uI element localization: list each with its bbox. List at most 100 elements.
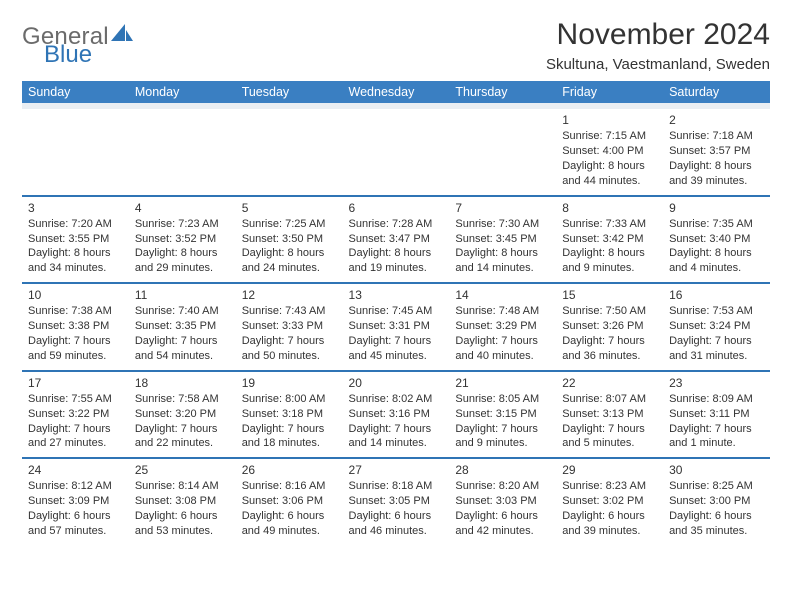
header: General Blue November 2024 Skultuna, Vae… — [22, 18, 770, 73]
day-day2: and 35 minutes. — [669, 524, 764, 539]
day-number: 14 — [455, 287, 550, 303]
calendar-cell: 13Sunrise: 7:45 AMSunset: 3:31 PMDayligh… — [343, 283, 450, 371]
calendar-cell: 15Sunrise: 7:50 AMSunset: 3:26 PMDayligh… — [556, 283, 663, 371]
calendar-cell: 8Sunrise: 7:33 AMSunset: 3:42 PMDaylight… — [556, 196, 663, 284]
calendar-cell: 18Sunrise: 7:58 AMSunset: 3:20 PMDayligh… — [129, 371, 236, 459]
day-sunrise: Sunrise: 7:25 AM — [242, 217, 337, 232]
day-number: 9 — [669, 200, 764, 216]
day-day1: Daylight: 8 hours — [669, 159, 764, 174]
day-day2: and 59 minutes. — [28, 349, 123, 364]
day-number: 28 — [455, 462, 550, 478]
calendar-cell: 17Sunrise: 7:55 AMSunset: 3:22 PMDayligh… — [22, 371, 129, 459]
day-day2: and 49 minutes. — [242, 524, 337, 539]
calendar-cell: 20Sunrise: 8:02 AMSunset: 3:16 PMDayligh… — [343, 371, 450, 459]
day-sunset: Sunset: 3:02 PM — [562, 494, 657, 509]
dayheader-fri: Friday — [556, 81, 663, 106]
calendar-row: 10Sunrise: 7:38 AMSunset: 3:38 PMDayligh… — [22, 283, 770, 371]
day-day2: and 31 minutes. — [669, 349, 764, 364]
day-day2: and 9 minutes. — [455, 436, 550, 451]
calendar-cell: 23Sunrise: 8:09 AMSunset: 3:11 PMDayligh… — [663, 371, 770, 459]
day-sunset: Sunset: 3:31 PM — [349, 319, 444, 334]
day-number: 26 — [242, 462, 337, 478]
day-sunrise: Sunrise: 7:15 AM — [562, 129, 657, 144]
day-number: 25 — [135, 462, 230, 478]
dayheader-sun: Sunday — [22, 81, 129, 106]
day-number: 12 — [242, 287, 337, 303]
dayheader-mon: Monday — [129, 81, 236, 106]
day-number: 4 — [135, 200, 230, 216]
day-day1: Daylight: 6 hours — [28, 509, 123, 524]
day-sunrise: Sunrise: 7:50 AM — [562, 304, 657, 319]
day-number: 17 — [28, 375, 123, 391]
day-sunrise: Sunrise: 7:33 AM — [562, 217, 657, 232]
day-sunset: Sunset: 3:24 PM — [669, 319, 764, 334]
day-day2: and 54 minutes. — [135, 349, 230, 364]
day-day2: and 1 minute. — [669, 436, 764, 451]
day-number: 10 — [28, 287, 123, 303]
day-day2: and 14 minutes. — [455, 261, 550, 276]
day-number: 16 — [669, 287, 764, 303]
calendar-cell: 24Sunrise: 8:12 AMSunset: 3:09 PMDayligh… — [22, 458, 129, 545]
calendar-row: 3Sunrise: 7:20 AMSunset: 3:55 PMDaylight… — [22, 196, 770, 284]
day-number: 15 — [562, 287, 657, 303]
day-sunrise: Sunrise: 8:14 AM — [135, 479, 230, 494]
day-day2: and 50 minutes. — [242, 349, 337, 364]
day-number: 19 — [242, 375, 337, 391]
day-sunset: Sunset: 3:20 PM — [135, 407, 230, 422]
logo-text-blue: Blue — [44, 43, 133, 67]
dayheader-sat: Saturday — [663, 81, 770, 106]
calendar-cell: 21Sunrise: 8:05 AMSunset: 3:15 PMDayligh… — [449, 371, 556, 459]
calendar-cell: 6Sunrise: 7:28 AMSunset: 3:47 PMDaylight… — [343, 196, 450, 284]
day-sunset: Sunset: 3:13 PM — [562, 407, 657, 422]
day-day1: Daylight: 7 hours — [242, 422, 337, 437]
day-sunset: Sunset: 3:06 PM — [242, 494, 337, 509]
day-sunset: Sunset: 3:29 PM — [455, 319, 550, 334]
title-block: November 2024 Skultuna, Vaestmanland, Sw… — [546, 18, 770, 73]
logo: General Blue — [22, 18, 133, 67]
day-sunrise: Sunrise: 8:00 AM — [242, 392, 337, 407]
day-day1: Daylight: 8 hours — [455, 246, 550, 261]
day-sunrise: Sunrise: 7:53 AM — [669, 304, 764, 319]
day-number: 20 — [349, 375, 444, 391]
day-sunset: Sunset: 3:09 PM — [28, 494, 123, 509]
calendar-cell: 14Sunrise: 7:48 AMSunset: 3:29 PMDayligh… — [449, 283, 556, 371]
day-number: 8 — [562, 200, 657, 216]
day-sunrise: Sunrise: 8:09 AM — [669, 392, 764, 407]
day-day1: Daylight: 6 hours — [135, 509, 230, 524]
calendar-head: Sunday Monday Tuesday Wednesday Thursday… — [22, 81, 770, 106]
day-sunrise: Sunrise: 7:30 AM — [455, 217, 550, 232]
calendar-row: 1Sunrise: 7:15 AMSunset: 4:00 PMDaylight… — [22, 106, 770, 196]
day-day1: Daylight: 7 hours — [669, 334, 764, 349]
day-day2: and 36 minutes. — [562, 349, 657, 364]
calendar-cell: 5Sunrise: 7:25 AMSunset: 3:50 PMDaylight… — [236, 196, 343, 284]
calendar-cell: 7Sunrise: 7:30 AMSunset: 3:45 PMDaylight… — [449, 196, 556, 284]
day-day2: and 22 minutes. — [135, 436, 230, 451]
day-day2: and 14 minutes. — [349, 436, 444, 451]
day-number: 3 — [28, 200, 123, 216]
day-sunset: Sunset: 3:26 PM — [562, 319, 657, 334]
day-sunset: Sunset: 3:35 PM — [135, 319, 230, 334]
day-day1: Daylight: 8 hours — [135, 246, 230, 261]
day-day2: and 9 minutes. — [562, 261, 657, 276]
day-sunset: Sunset: 3:03 PM — [455, 494, 550, 509]
day-sunset: Sunset: 3:40 PM — [669, 232, 764, 247]
calendar-cell — [129, 106, 236, 196]
day-day1: Daylight: 8 hours — [28, 246, 123, 261]
day-sunset: Sunset: 3:18 PM — [242, 407, 337, 422]
day-day1: Daylight: 6 hours — [349, 509, 444, 524]
calendar-cell: 9Sunrise: 7:35 AMSunset: 3:40 PMDaylight… — [663, 196, 770, 284]
day-day1: Daylight: 8 hours — [242, 246, 337, 261]
day-day2: and 34 minutes. — [28, 261, 123, 276]
day-day2: and 46 minutes. — [349, 524, 444, 539]
day-number: 5 — [242, 200, 337, 216]
day-day1: Daylight: 7 hours — [455, 422, 550, 437]
day-sunset: Sunset: 3:57 PM — [669, 144, 764, 159]
day-day1: Daylight: 8 hours — [562, 246, 657, 261]
day-number: 18 — [135, 375, 230, 391]
day-sunrise: Sunrise: 7:43 AM — [242, 304, 337, 319]
day-sunrise: Sunrise: 8:16 AM — [242, 479, 337, 494]
day-sunrise: Sunrise: 8:07 AM — [562, 392, 657, 407]
day-day2: and 39 minutes. — [669, 174, 764, 189]
day-sunrise: Sunrise: 8:05 AM — [455, 392, 550, 407]
day-sunrise: Sunrise: 7:48 AM — [455, 304, 550, 319]
